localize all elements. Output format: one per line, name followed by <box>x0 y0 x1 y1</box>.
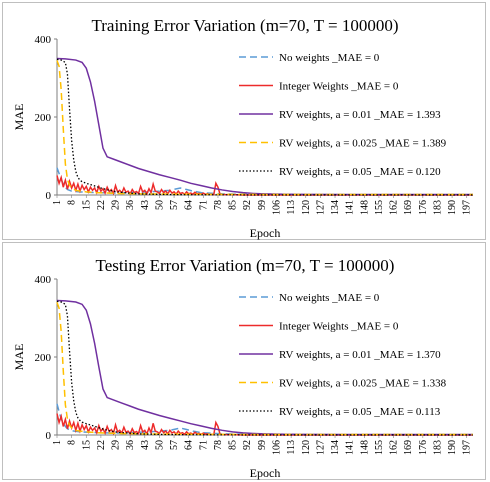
x-tick-label: 155 <box>374 440 385 455</box>
y-axis-label: MAE <box>12 344 26 371</box>
series-line-5 <box>56 58 473 196</box>
legend-label-3: RV weights, a = 0.01 _MAE = 1.393 <box>279 109 441 121</box>
x-tick-label: 8 <box>67 440 78 445</box>
x-tick-label: 50 <box>154 200 165 210</box>
x-tick-label: 36 <box>125 200 136 210</box>
x-tick-label: 169 <box>403 440 414 455</box>
x-tick-label: 71 <box>198 440 209 450</box>
x-tick-label: 29 <box>111 440 122 450</box>
legend-label-4: RV weights, a = 0.025 _MAE = 1.338 <box>279 378 447 390</box>
x-tick-label: 169 <box>403 200 414 215</box>
x-tick-label: 71 <box>198 200 209 210</box>
chart-title: Testing Error Variation (m=70, T = 10000… <box>96 256 395 275</box>
x-tick-label: 148 <box>359 440 370 455</box>
legend-label-2: Integer Weights _MAE = 0 <box>279 81 399 93</box>
x-tick-label: 78 <box>213 440 224 450</box>
y-tick-label: 0 <box>46 190 52 202</box>
training-error-plot: Training Error Variation (m=70, T = 1000… <box>12 16 473 240</box>
x-tick-label: 190 <box>447 440 458 455</box>
x-tick-label: 197 <box>462 200 473 215</box>
testing-error-chart: Testing Error Variation (m=70, T = 10000… <box>2 242 486 480</box>
x-tick-label: 22 <box>96 440 107 450</box>
y-tick-label: 0 <box>46 430 52 442</box>
x-tick-label: 148 <box>359 200 370 215</box>
x-tick-label: 99 <box>257 440 268 450</box>
chart-title: Training Error Variation (m=70, T = 1000… <box>91 16 398 35</box>
series-line-3 <box>56 299 473 436</box>
x-tick-label: 120 <box>301 440 312 455</box>
x-tick-label: 106 <box>271 200 282 215</box>
x-tick-label: 127 <box>315 440 326 455</box>
training-error-chart: Training Error Variation (m=70, T = 1000… <box>2 2 486 240</box>
x-tick-label: 176 <box>418 200 429 215</box>
x-tick-label: 176 <box>418 440 429 455</box>
x-tick-label: 1 <box>52 440 63 445</box>
series-line-5 <box>56 300 473 436</box>
x-tick-label: 106 <box>271 440 282 455</box>
legend-label-5: RV weights, a = 0.05 _MAE = 0.120 <box>279 166 441 178</box>
x-tick-label: 15 <box>81 440 92 450</box>
x-tick-label: 8 <box>67 200 78 205</box>
testing-error-plot: Testing Error Variation (m=70, T = 10000… <box>12 256 473 480</box>
y-tick-label: 200 <box>35 352 52 364</box>
x-tick-label: 162 <box>389 440 400 455</box>
x-tick-label: 57 <box>169 200 180 210</box>
x-tick-label: 162 <box>389 200 400 215</box>
x-axis-label: Epoch <box>250 466 281 480</box>
x-tick-label: 197 <box>462 440 473 455</box>
x-tick-label: 190 <box>447 200 458 215</box>
x-tick-label: 43 <box>140 440 151 450</box>
y-tick-label: 400 <box>35 274 52 286</box>
legend-label-3: RV weights, a = 0.01 _MAE = 1.370 <box>279 349 441 361</box>
x-tick-label: 57 <box>169 440 180 450</box>
legend-label-5: RV weights, a = 0.05 _MAE = 0.113 <box>279 406 441 418</box>
series-line-4 <box>56 60 473 196</box>
y-axis-label: MAE <box>12 104 26 131</box>
x-tick-label: 22 <box>96 200 107 210</box>
x-tick-label: 64 <box>184 440 195 450</box>
x-tick-label: 85 <box>228 440 239 450</box>
x-tick-label: 134 <box>330 440 341 455</box>
x-axis-label: Epoch <box>250 226 281 240</box>
series-line-2 <box>56 174 473 196</box>
legend-label-2: Integer Weights _MAE = 0 <box>279 321 399 333</box>
x-tick-label: 134 <box>330 200 341 215</box>
x-tick-label: 36 <box>125 440 136 450</box>
x-tick-label: 85 <box>228 200 239 210</box>
x-tick-label: 50 <box>154 440 165 450</box>
legend-label-1: No weights _MAE = 0 <box>279 52 380 64</box>
x-tick-label: 183 <box>432 440 443 455</box>
x-tick-label: 141 <box>345 200 356 215</box>
x-tick-label: 141 <box>345 440 356 455</box>
x-tick-label: 120 <box>301 200 312 215</box>
y-tick-label: 400 <box>35 34 52 46</box>
x-tick-label: 1 <box>52 200 63 205</box>
x-tick-label: 92 <box>242 440 253 450</box>
x-tick-label: 113 <box>286 200 297 215</box>
x-tick-label: 127 <box>315 200 326 215</box>
series-line-3 <box>56 57 473 196</box>
x-tick-label: 92 <box>242 200 253 210</box>
legend-label-4: RV weights, a = 0.025 _MAE = 1.389 <box>279 138 447 150</box>
x-tick-label: 29 <box>111 200 122 210</box>
y-tick-label: 200 <box>35 112 52 124</box>
x-tick-label: 64 <box>184 200 195 210</box>
x-tick-label: 43 <box>140 200 151 210</box>
x-tick-label: 155 <box>374 200 385 215</box>
x-tick-label: 15 <box>81 200 92 210</box>
series-line-4 <box>56 302 473 436</box>
legend-label-1: No weights _MAE = 0 <box>279 292 380 304</box>
x-tick-label: 113 <box>286 440 297 455</box>
x-tick-label: 99 <box>257 200 268 210</box>
x-tick-label: 183 <box>432 200 443 215</box>
x-tick-label: 78 <box>213 200 224 210</box>
